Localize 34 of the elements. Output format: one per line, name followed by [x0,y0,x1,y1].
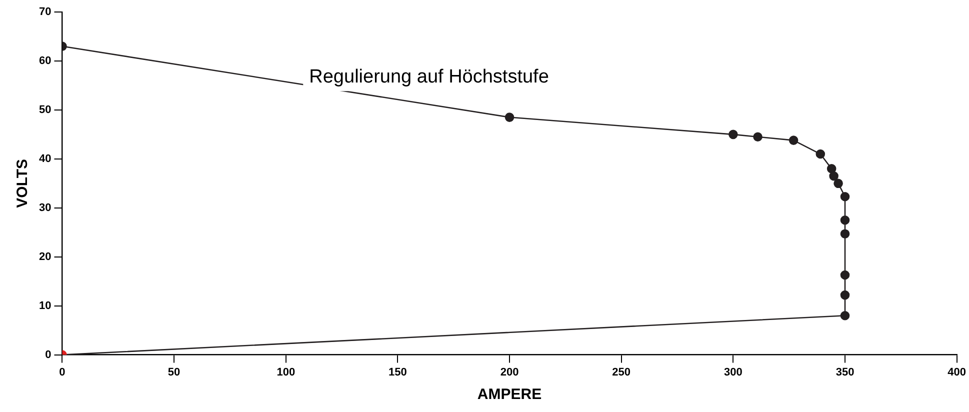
point [840,290,850,300]
x-tick-label: 50 [168,366,180,378]
point [840,215,850,225]
point [788,136,798,145]
point [826,164,836,174]
x-tick-label: 400 [948,366,966,378]
point [829,171,838,181]
point [753,132,762,142]
point [816,149,826,159]
x-tick-label: 100 [276,366,296,378]
point [504,112,514,122]
y-tick-label: 30 [38,202,52,214]
y-tick-label: 50 [38,104,52,116]
y-tick-label: 40 [38,152,52,165]
x-tick-label: 300 [724,366,742,378]
point [840,310,850,320]
x-tick-label: 0 [59,366,66,378]
x-tick-label: 350 [836,366,854,378]
y-tick-label: 10 [38,300,52,312]
y-tick-label: 0 [45,348,52,361]
point [840,270,850,280]
annotation: Regulierung auf Höchststufe [309,66,549,88]
x-tick-label: 200 [500,366,519,378]
x-tick-label: 150 [388,366,407,378]
y-tick-label: 60 [38,55,52,68]
point [840,192,850,202]
x-tick-label: 250 [612,366,631,378]
y-axis-title: VOLTS [14,158,32,208]
point [728,130,738,140]
point [834,178,843,188]
point [840,229,850,238]
y-tick-label: 20 [38,250,52,263]
x-axis-title: AMPERE [477,386,542,404]
y-tick-label: 70 [38,6,52,18]
